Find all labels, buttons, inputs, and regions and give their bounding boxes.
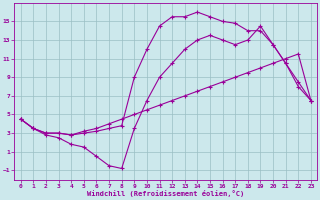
- X-axis label: Windchill (Refroidissement éolien,°C): Windchill (Refroidissement éolien,°C): [87, 190, 244, 197]
